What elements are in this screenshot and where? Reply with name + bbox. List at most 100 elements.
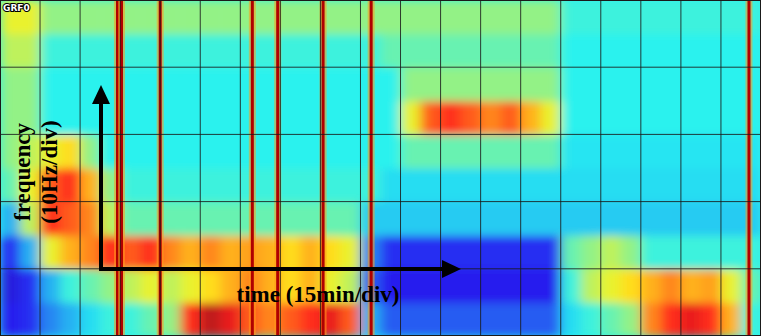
cell (601, 67, 622, 101)
cell (421, 235, 442, 269)
cell (681, 269, 702, 303)
cell (681, 202, 702, 236)
cell (601, 0, 622, 34)
chart: GRF0time (15min/div)frequency(10Hz/div) (0, 0, 761, 336)
cell (80, 34, 101, 68)
cell (0, 67, 21, 101)
cell (481, 302, 502, 336)
cell (421, 67, 442, 101)
cell (401, 134, 422, 168)
cell (180, 134, 201, 168)
cell (280, 134, 301, 168)
cell (561, 302, 582, 336)
cell (721, 235, 742, 269)
cell (441, 67, 462, 101)
cell (601, 34, 622, 68)
cell (701, 269, 722, 303)
cell (300, 235, 321, 269)
cell (340, 101, 361, 135)
cell (421, 101, 442, 135)
cell (701, 67, 722, 101)
cell (401, 235, 422, 269)
cell (441, 34, 462, 68)
cell (721, 269, 742, 303)
cell (461, 235, 482, 269)
cell (601, 134, 622, 168)
cell (421, 34, 442, 68)
cell (501, 134, 522, 168)
cell (621, 168, 642, 202)
cell (661, 34, 682, 68)
cell (701, 0, 722, 34)
cell (40, 34, 61, 68)
cell (681, 168, 702, 202)
cell (701, 168, 722, 202)
cell (300, 0, 321, 34)
cell (381, 202, 402, 236)
cell (621, 67, 642, 101)
cell (601, 101, 622, 135)
cell (60, 34, 81, 68)
plot-background (0, 0, 761, 336)
cell (280, 0, 301, 34)
grid-line-x (200, 0, 201, 336)
event-line (159, 0, 162, 336)
grid-line-y (0, 201, 761, 202)
cell (80, 168, 101, 202)
cell (441, 101, 462, 135)
grid-line-x (560, 0, 561, 336)
title: GRF0 (3, 3, 30, 13)
cell (501, 0, 522, 34)
cell (441, 134, 462, 168)
cell (521, 168, 542, 202)
freq-arrow-head (92, 85, 110, 104)
cell (681, 101, 702, 135)
y-axis-label-line: (10Hz/div) (37, 120, 62, 224)
cell (481, 168, 502, 202)
cell (0, 302, 21, 336)
cell (521, 235, 542, 269)
cell (200, 202, 221, 236)
cell (340, 168, 361, 202)
cell (561, 235, 582, 269)
cell (461, 168, 482, 202)
cells (0, 0, 761, 336)
event-line (120, 0, 123, 336)
cell (80, 235, 101, 269)
cell (220, 101, 241, 135)
cell (80, 101, 101, 135)
cell (280, 168, 301, 202)
cell (541, 202, 562, 236)
cell (280, 302, 301, 336)
cell (581, 34, 602, 68)
events (117, 0, 748, 336)
cell (220, 302, 241, 336)
cell (701, 202, 722, 236)
cell (501, 67, 522, 101)
cell (461, 67, 482, 101)
cell (581, 202, 602, 236)
cell (701, 101, 722, 135)
cell (481, 101, 502, 135)
cell (80, 269, 101, 303)
cell (481, 0, 502, 34)
cell (661, 67, 682, 101)
cell (641, 134, 662, 168)
cell (80, 202, 101, 236)
cell (300, 202, 321, 236)
cell (200, 235, 221, 269)
cell (441, 0, 462, 34)
cell (220, 0, 241, 34)
cell (80, 302, 101, 336)
cell (641, 67, 662, 101)
cell (340, 0, 361, 34)
cell (481, 34, 502, 68)
cell (220, 168, 241, 202)
cell (0, 269, 21, 303)
cell (541, 269, 562, 303)
cell (60, 101, 81, 135)
cell (180, 101, 201, 135)
cell (60, 235, 81, 269)
cell (541, 101, 562, 135)
cell (60, 269, 81, 303)
